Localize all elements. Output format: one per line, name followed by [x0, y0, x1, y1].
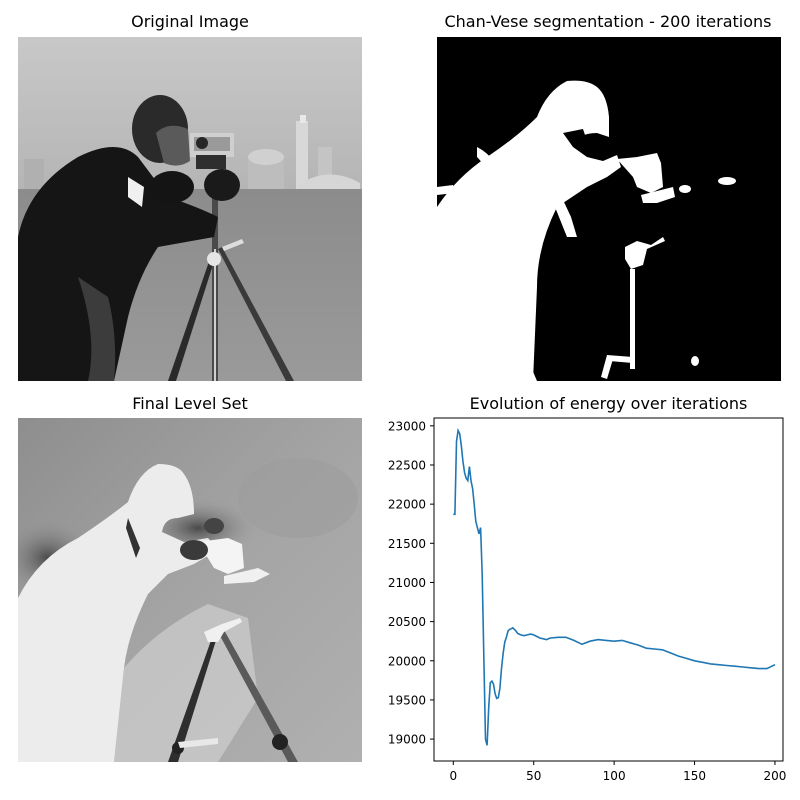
y-tick-label: 23000	[388, 419, 426, 433]
chart-plot-area	[433, 417, 784, 762]
level-set-image	[18, 418, 362, 762]
x-tick-label: 100	[603, 769, 626, 783]
x-tick-label: 200	[764, 769, 787, 783]
x-axis: 0 50 100 150 200	[449, 761, 786, 783]
energy-chart-title: Evolution of energy over iterations	[469, 394, 748, 413]
y-axis: 19000 19500 20000 20500 21000 21500 22000 22500…	[388, 419, 434, 747]
x-tick-label: 50	[526, 769, 541, 783]
original-image	[18, 37, 362, 381]
segmentation-graphic	[437, 37, 781, 381]
original-image-title: Original Image	[131, 12, 249, 31]
level-set-graphic	[18, 418, 362, 762]
y-tick-label: 22000	[388, 498, 426, 512]
y-tick-label: 20500	[388, 615, 426, 629]
y-tick-label: 19000	[388, 733, 426, 747]
y-tick-label: 20000	[388, 654, 426, 668]
segmentation-title: Chan-Vese segmentation - 200 iterations	[444, 12, 772, 31]
energy-series-line	[453, 427, 776, 746]
y-tick-label: 19500	[388, 693, 426, 707]
y-tick-label: 21500	[388, 537, 426, 551]
segmentation-image	[437, 37, 781, 381]
original-image-graphic	[18, 37, 362, 381]
y-tick-label: 22500	[388, 458, 426, 472]
x-tick-label: 0	[449, 769, 457, 783]
level-set-title: Final Level Set	[132, 394, 248, 413]
x-tick-label: 150	[683, 769, 706, 783]
y-tick-label: 21000	[388, 576, 426, 590]
